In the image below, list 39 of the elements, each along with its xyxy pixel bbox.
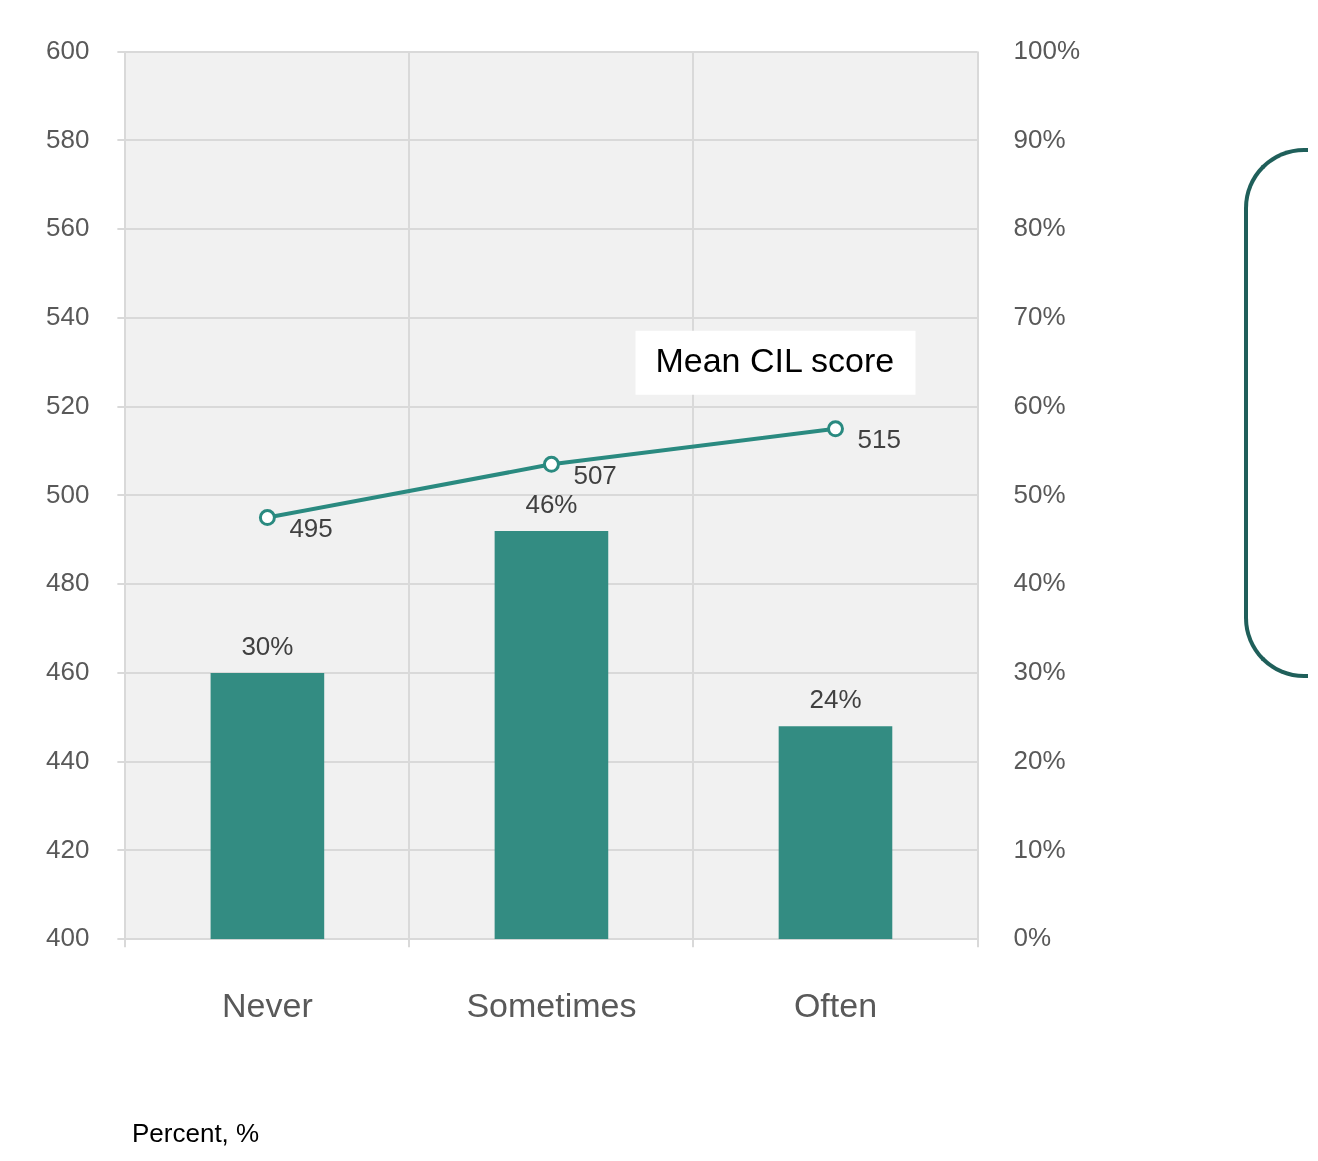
data-label: 515 xyxy=(857,424,901,454)
y2-tick-label: 20% xyxy=(1013,744,1066,775)
y-tick-label: 560 xyxy=(45,212,90,243)
y2-tick-label: 80% xyxy=(1013,212,1066,243)
y-tick-label: 480 xyxy=(45,567,90,598)
y2-tick-label: 70% xyxy=(1013,301,1066,332)
x-tick-label: Often xyxy=(793,985,878,1024)
y2-tick-label: 30% xyxy=(1013,656,1066,687)
data-label: 24% xyxy=(809,684,862,715)
y-tick-label: 580 xyxy=(45,123,90,154)
y-tick-label: 440 xyxy=(45,744,90,775)
y2-tick-label: 90% xyxy=(1013,123,1066,154)
data-label: 507 xyxy=(573,459,617,490)
point xyxy=(826,420,844,438)
y2-tick-label: 100% xyxy=(1013,34,1080,65)
data-label: 495 xyxy=(289,512,333,543)
y2-tick-label: 0% xyxy=(1013,922,1052,953)
point xyxy=(258,509,276,527)
bar xyxy=(494,530,609,940)
y-tick-label: 500 xyxy=(45,478,90,509)
point xyxy=(542,455,560,473)
bar xyxy=(210,672,325,940)
y-tick-label: 400 xyxy=(45,922,90,953)
y-tick-label: 420 xyxy=(45,833,90,864)
data-label: 46% xyxy=(525,489,578,520)
y-tick-label: 460 xyxy=(45,656,90,687)
y-tick-label: 600 xyxy=(45,34,90,65)
y-tick-label: 540 xyxy=(45,301,90,332)
data-label: 30% xyxy=(241,631,294,662)
y2-tick-label: 60% xyxy=(1013,389,1066,420)
bar xyxy=(778,726,893,940)
y-tick-label: 520 xyxy=(45,389,90,420)
y2-tick-label: 10% xyxy=(1013,833,1066,864)
text: Mean CIL score xyxy=(655,341,895,380)
x-tick-label: Sometimes xyxy=(466,985,637,1024)
y2-tick-label: 40% xyxy=(1013,567,1066,598)
x-tick-label: Never xyxy=(222,985,313,1024)
y2-tick-label: 50% xyxy=(1013,478,1066,509)
text: Percent, % xyxy=(132,1118,260,1149)
